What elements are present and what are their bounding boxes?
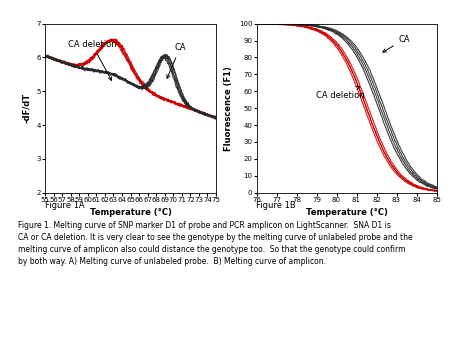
Text: CA deletion: CA deletion: [316, 87, 365, 100]
X-axis label: Temperature (°C): Temperature (°C): [306, 209, 387, 217]
Y-axis label: -dF/dT: -dF/dT: [22, 93, 31, 123]
Text: CA: CA: [383, 35, 410, 52]
Y-axis label: Fluorescence (F1): Fluorescence (F1): [224, 66, 233, 151]
X-axis label: Temperature (°C): Temperature (°C): [90, 209, 171, 217]
Text: CA deletion: CA deletion: [68, 40, 117, 80]
Text: Figure 1. Melting curve of SNP marker D1 of probe and PCR amplicon on LightScann: Figure 1. Melting curve of SNP marker D1…: [18, 221, 413, 266]
Text: Figure 1A: Figure 1A: [45, 201, 85, 210]
Text: CA: CA: [167, 43, 186, 78]
Text: Figure 1B: Figure 1B: [256, 201, 296, 210]
